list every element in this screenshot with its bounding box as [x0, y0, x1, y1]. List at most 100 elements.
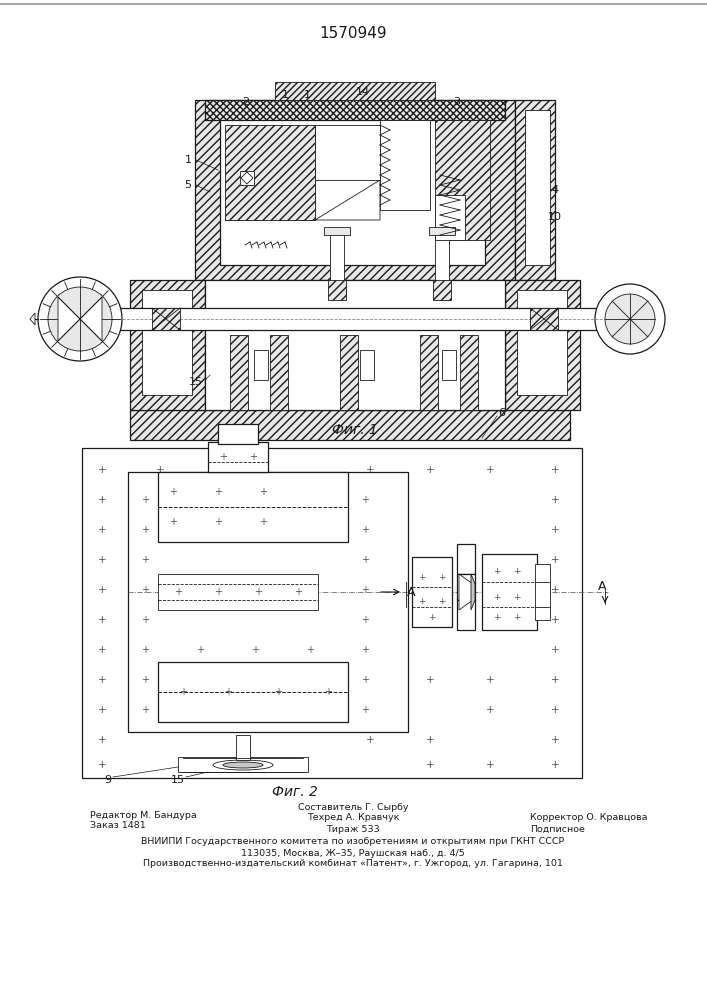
Text: +: + — [306, 645, 314, 655]
Bar — [205, 280, 505, 410]
Bar — [380, 120, 430, 210]
Text: +: + — [294, 587, 302, 597]
Text: +: + — [259, 487, 267, 497]
Text: +: + — [156, 705, 164, 715]
Bar — [535, 564, 550, 620]
Text: +: + — [169, 487, 177, 497]
Text: +: + — [513, 612, 521, 621]
Bar — [158, 472, 348, 542]
Text: +: + — [438, 572, 445, 582]
Text: +: + — [551, 555, 559, 565]
Text: Фиг. 1: Фиг. 1 — [332, 423, 378, 437]
Text: +: + — [361, 495, 369, 505]
Text: +: + — [366, 735, 374, 745]
Text: +: + — [361, 645, 369, 655]
Text: Производственно-издательский комбинат «Патент», г. Ужгород, ул. Гагарина, 101: Производственно-издательский комбинат «П… — [143, 859, 563, 868]
Circle shape — [605, 294, 655, 344]
Text: +: + — [156, 465, 164, 475]
Text: 6: 6 — [498, 408, 506, 418]
Bar — [130, 280, 205, 410]
Text: 15: 15 — [171, 775, 185, 785]
Bar — [505, 280, 580, 410]
Bar — [130, 410, 570, 440]
Text: +: + — [214, 487, 222, 497]
Text: +: + — [179, 687, 187, 697]
Circle shape — [48, 287, 112, 351]
Text: Тираж 533: Тираж 533 — [326, 824, 380, 834]
Text: +: + — [98, 585, 106, 595]
Bar — [82, 448, 582, 778]
Text: +: + — [426, 675, 434, 685]
Polygon shape — [241, 172, 253, 184]
Text: 5: 5 — [185, 180, 192, 190]
Polygon shape — [315, 180, 380, 220]
Text: +: + — [196, 495, 204, 505]
Polygon shape — [225, 180, 315, 220]
Text: Редактор М. Бандура: Редактор М. Бандура — [90, 810, 197, 820]
Text: +: + — [324, 687, 332, 697]
Bar — [220, 110, 485, 265]
Circle shape — [38, 277, 122, 361]
Text: +: + — [361, 615, 369, 625]
Text: +: + — [274, 687, 282, 697]
Text: +: + — [551, 705, 559, 715]
Text: +: + — [141, 705, 149, 715]
Text: +: + — [214, 517, 222, 527]
Text: +: + — [98, 645, 106, 655]
Bar — [435, 120, 490, 240]
Text: +: + — [551, 615, 559, 625]
Bar — [208, 442, 268, 472]
Bar — [100, 308, 610, 330]
Text: +: + — [98, 705, 106, 715]
Bar — [457, 574, 475, 600]
Text: +: + — [98, 735, 106, 745]
Text: +: + — [98, 495, 106, 505]
Text: +: + — [438, 597, 445, 606]
Text: +: + — [419, 572, 426, 582]
Bar — [482, 554, 537, 630]
Bar — [515, 100, 555, 280]
Text: A: A — [597, 580, 606, 593]
Text: +: + — [141, 645, 149, 655]
Text: +: + — [306, 495, 314, 505]
Bar — [330, 230, 344, 282]
Text: +: + — [251, 705, 259, 715]
Text: +: + — [486, 675, 494, 685]
Bar — [433, 280, 451, 300]
Text: Фиг. 2: Фиг. 2 — [272, 785, 318, 799]
Text: +: + — [428, 612, 436, 621]
Text: Заказ 1481: Заказ 1481 — [90, 822, 146, 830]
Text: +: + — [98, 465, 106, 475]
Text: +: + — [169, 517, 177, 527]
Text: +: + — [419, 597, 426, 606]
Bar — [530, 308, 558, 330]
Text: +: + — [156, 675, 164, 685]
Bar — [240, 171, 254, 185]
Bar — [328, 280, 346, 300]
Text: +: + — [361, 555, 369, 565]
Text: +: + — [98, 760, 106, 770]
Text: +: + — [196, 705, 204, 715]
Text: +: + — [98, 615, 106, 625]
Text: +: + — [366, 465, 374, 475]
Text: +: + — [224, 687, 232, 697]
Bar — [158, 662, 348, 722]
Text: +: + — [551, 645, 559, 655]
Text: 2: 2 — [243, 97, 250, 107]
Text: Подписное: Подписное — [530, 824, 585, 834]
Text: +: + — [426, 465, 434, 475]
Polygon shape — [30, 313, 35, 325]
Text: +: + — [551, 525, 559, 535]
Bar — [435, 195, 465, 240]
Bar — [420, 335, 438, 410]
Bar — [340, 335, 358, 410]
Text: Корректор О. Кравцова: Корректор О. Кравцова — [530, 814, 648, 822]
Bar — [275, 82, 435, 100]
Text: +: + — [219, 452, 227, 462]
Bar — [128, 472, 408, 732]
Bar — [205, 100, 505, 120]
Text: Техред А. Кравчук: Техред А. Кравчук — [307, 814, 399, 822]
Bar — [324, 227, 350, 235]
Text: 4: 4 — [551, 185, 559, 195]
Polygon shape — [58, 297, 102, 341]
